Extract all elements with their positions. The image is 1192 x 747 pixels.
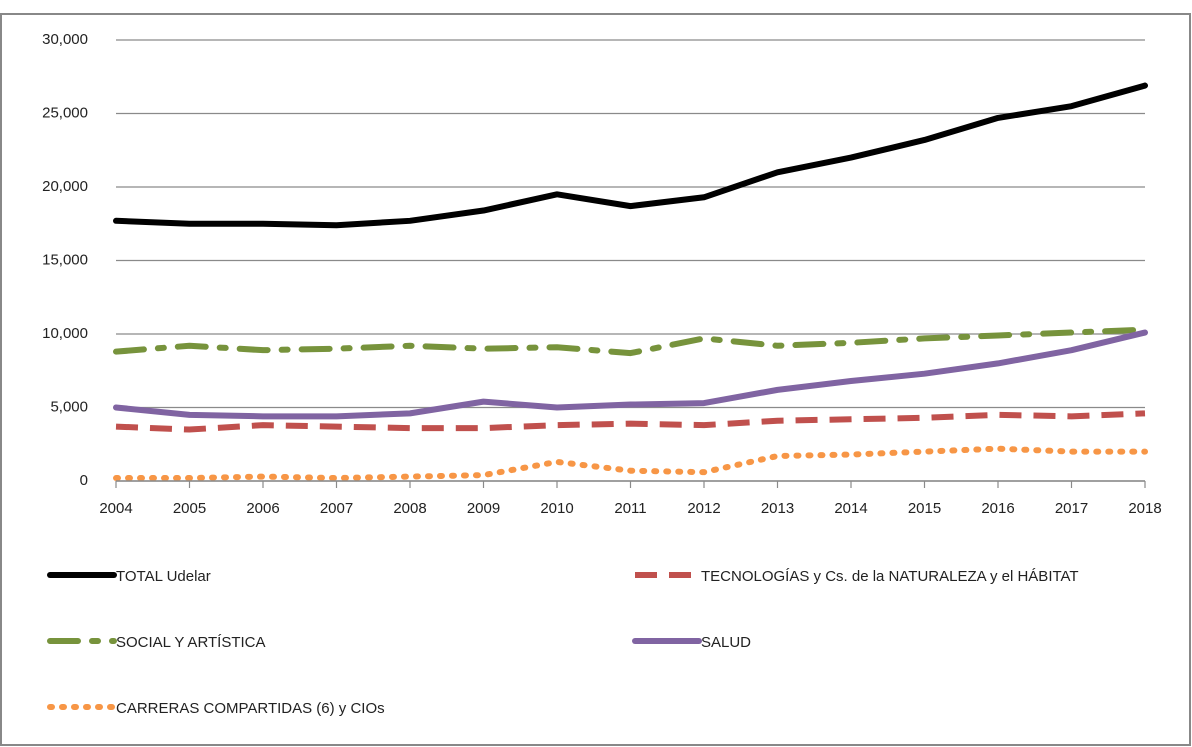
- legend-label: TOTAL Udelar: [116, 568, 211, 585]
- y-tick-label: 25,000: [42, 104, 88, 121]
- y-tick-label: 15,000: [42, 251, 88, 268]
- x-tick-label: 2007: [320, 500, 353, 517]
- series-line: [113, 326, 1148, 357]
- x-tick-label: 2011: [614, 500, 646, 517]
- x-tick-label: 2010: [540, 500, 573, 517]
- legend-label: SOCIAL Y ARTÍSTICA: [116, 634, 266, 651]
- x-tick-label: 2014: [834, 500, 867, 517]
- x-tick-label: 2018: [1128, 500, 1161, 517]
- legend-label: TECNOLOGÍAS y Cs. de la NATURALEZA y el …: [701, 568, 1079, 585]
- chart-border: [0, 13, 1191, 746]
- y-tick-label: 5,000: [50, 398, 88, 415]
- series-line: [115, 410, 1146, 433]
- x-tick-label: 2017: [1055, 500, 1088, 517]
- x-tick-label: 2004: [99, 500, 132, 517]
- x-tick-label: 2006: [246, 500, 279, 517]
- legend-label: SALUD: [701, 634, 751, 651]
- y-tick-label: 30,000: [42, 31, 88, 48]
- y-tick-label: 10,000: [42, 325, 88, 342]
- y-tick-label: 0: [80, 472, 88, 489]
- x-tick-label: 2009: [467, 500, 500, 517]
- x-tick-label: 2008: [393, 500, 426, 517]
- y-tick-label: 20,000: [42, 178, 88, 195]
- series-line: [113, 82, 1148, 229]
- x-tick-label: 2012: [687, 500, 720, 517]
- x-tick-label: 2016: [981, 500, 1014, 517]
- series-line: [113, 329, 1148, 420]
- x-tick-label: 2005: [173, 500, 206, 517]
- series-line: [113, 445, 1148, 482]
- legend-label: CARRERAS COMPARTIDAS (6) y CIOs: [116, 700, 385, 717]
- x-tick-label: 2015: [908, 500, 941, 517]
- x-tick-label: 2013: [761, 500, 794, 517]
